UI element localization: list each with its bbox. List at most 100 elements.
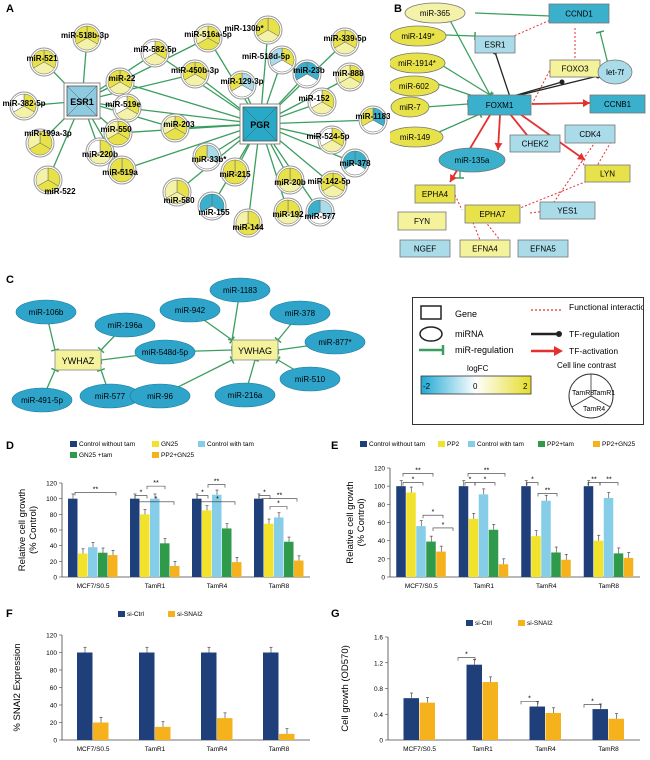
legend-swatch (438, 441, 445, 447)
bar (139, 652, 155, 740)
bar (545, 712, 561, 740)
functional-edge (454, 194, 463, 211)
bar-chart-g: 0 0.4 0.8 1.2 1.6 Cell growth (OD570) MCF7/S0.… (340, 620, 640, 753)
node-mir-7-label: miR-7 (399, 103, 421, 112)
node-efna4 (399, 239, 451, 258)
x-tick-label: MCF7/S0.5 (77, 746, 110, 753)
mirna-label: miR-518d-5p (242, 52, 290, 61)
mirna-label: miR-192 (272, 210, 304, 219)
bar (403, 698, 419, 740)
node-let-7f-label: let-7f (606, 68, 625, 77)
mirna-label: miR-155 (198, 208, 230, 217)
node-chek2-label: CHEK2 (522, 140, 549, 149)
contrast-tamr8: TamR8 (572, 390, 594, 397)
mirna-label: miR-144 (232, 223, 264, 232)
node-mir-135a-label: miR-135a (455, 156, 490, 165)
bar (98, 552, 108, 577)
inhibition-bar (595, 30, 605, 34)
panel-label-g: G (331, 608, 340, 620)
node-foxm1 (467, 94, 532, 116)
node-yes1-label: YES1 (557, 207, 578, 216)
legend-label: Control without tam (79, 441, 135, 448)
mirna-node (267, 45, 297, 75)
bar (613, 553, 624, 577)
mirna-label: miR-577 (95, 392, 126, 401)
node-mir-149-star (390, 25, 447, 47)
bar (150, 498, 160, 577)
bar (140, 514, 150, 577)
legend-swatch (198, 441, 205, 447)
bar (396, 486, 406, 577)
node-ccnb1 (589, 94, 646, 114)
mirna-node (160, 113, 190, 143)
node-yes1 (539, 201, 596, 220)
node-mir-365-label: miR-365 (420, 9, 451, 18)
legend-label: PP2 (447, 441, 460, 448)
legend-swatch (360, 441, 367, 447)
panel-label-f: F (6, 608, 13, 620)
inhibition-edge (424, 103, 469, 108)
y-tick-label: 0.4 (374, 712, 383, 719)
functional-edge (549, 134, 601, 209)
network-foxm1: miR-365 CCND1 miR-149* ESR1 miR-1914* FOXO3 le… (390, 2, 646, 258)
bar (478, 494, 489, 577)
significance-mark: * (432, 509, 435, 516)
cb-min: -2 (423, 382, 431, 391)
mirna-label: miR-450b-3p (171, 66, 219, 75)
node-epha4 (414, 184, 456, 204)
node-fyn-label: FYN (414, 217, 430, 226)
significance-mark: ** (214, 479, 220, 486)
legend-swatch (468, 441, 475, 447)
mirna-label: miR-1183 (355, 112, 390, 121)
y-axis-label: % SNAI2 Expression (12, 643, 23, 731)
significance-mark: * (140, 490, 143, 497)
y-tick-label: 80 (50, 668, 58, 675)
mirna-label: miR-550 (100, 125, 132, 134)
bar (592, 709, 608, 740)
y-tick-label: 100 (46, 650, 57, 657)
bar (217, 718, 233, 740)
node-mir-149 (390, 126, 444, 148)
legend-swatch (152, 441, 159, 447)
bar-chart-d: 0 20 40 60 80 100 120 Relative cell growth (% Co… (17, 441, 310, 590)
bar (531, 536, 541, 577)
mirna-node (112, 93, 142, 123)
node-fyn (397, 211, 447, 231)
mirna-node (209, 277, 271, 303)
significance-mark: ** (415, 467, 421, 474)
mirna-node (162, 177, 192, 207)
node-chek2 (509, 134, 561, 153)
mirna-node (129, 383, 191, 409)
tf-regulation-edge (511, 75, 599, 98)
y-axis-label: (% Control) (28, 506, 39, 554)
significance-mark: ** (606, 477, 612, 484)
bar (468, 518, 479, 577)
x-tick-label: TamR8 (269, 583, 290, 590)
bar (583, 486, 594, 577)
significance-mark: * (155, 496, 158, 503)
mirna-node (292, 59, 322, 89)
bar (88, 547, 98, 577)
bar (77, 652, 93, 740)
mirna-node (94, 312, 156, 338)
significance-mark: * (528, 695, 531, 702)
y-axis-label: Relative cell growth (17, 489, 28, 571)
node-ccnd1-label: CCND1 (565, 10, 593, 19)
bar (419, 702, 435, 740)
mirna-label: miR-216a (228, 391, 263, 400)
significance-mark: ** (484, 467, 490, 474)
legend-mirna-label: miRNA (455, 329, 484, 339)
x-tick-label: TamR4 (207, 583, 228, 590)
bar (436, 551, 446, 577)
y-tick-label: 0 (381, 575, 385, 582)
node-efna5-label: EFNA5 (530, 245, 556, 254)
y-tick-label: 0 (379, 738, 383, 745)
cb-mid: 0 (473, 382, 478, 391)
node-cdk4 (564, 124, 616, 144)
mirna-node (227, 70, 257, 100)
mirna-label: miR-519e (105, 100, 141, 109)
bar (202, 510, 212, 577)
tf-activation-edge (531, 102, 591, 105)
x-tick-label: TamR4 (536, 583, 557, 590)
bar (466, 664, 482, 740)
